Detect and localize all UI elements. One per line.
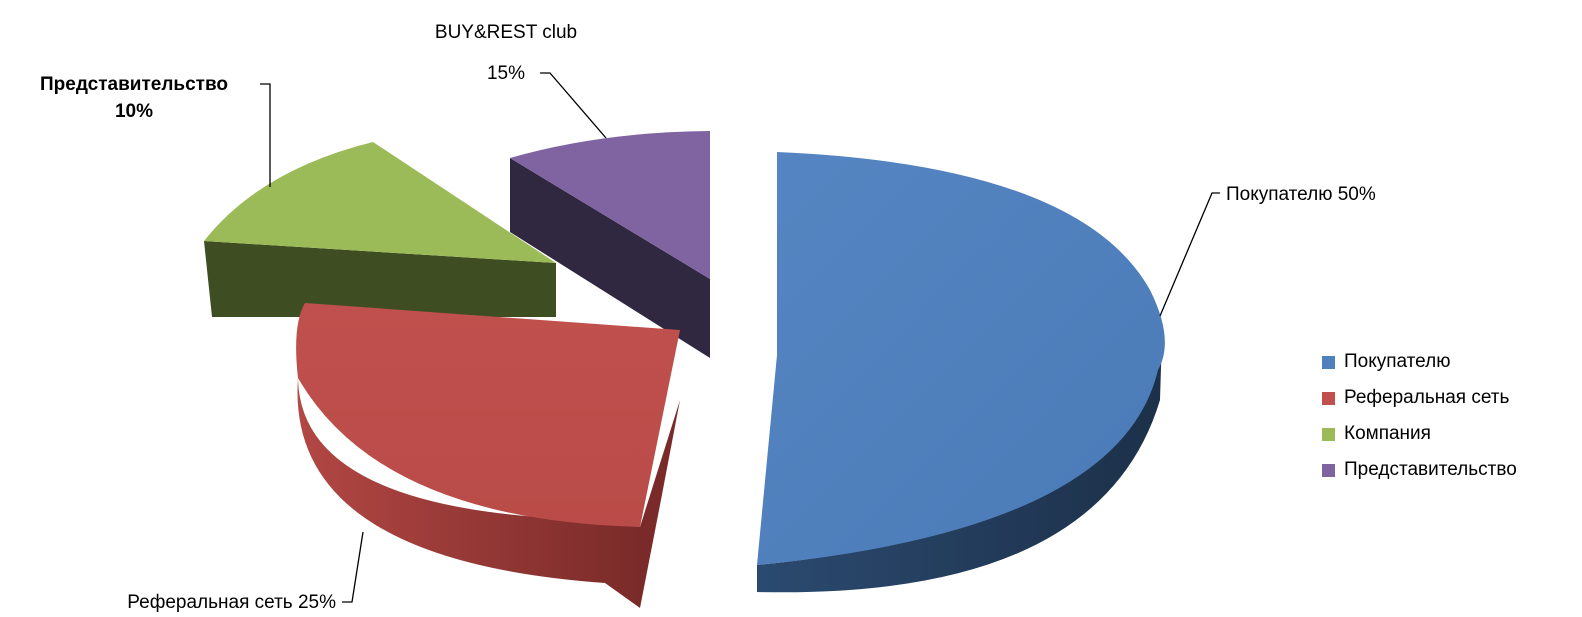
pie-slice-1 [757,152,1165,565]
chart-legend: Покупателю Реферальная сеть Компания Пре… [1322,344,1517,488]
leader-line-4 [540,72,607,139]
data-label-3-line-2: 10% [115,101,153,122]
data-label-4-line-2: 15% [487,63,525,84]
leader-line-1 [1159,192,1220,317]
legend-item: Покупателю [1322,344,1517,380]
legend-item: Представительство [1322,452,1517,488]
pie-slice-3 [204,142,556,263]
legend-swatch [1322,391,1335,405]
legend-swatch [1322,463,1335,477]
slice-side-2b [640,400,680,608]
legend-label: Реферальная сеть [1344,387,1510,408]
legend-label: Представительство [1344,459,1517,480]
leader-line-2 [342,531,364,603]
legend-label: Компания [1344,423,1431,444]
legend-item: Компания [1322,416,1517,452]
legend-label: Покупателю [1344,351,1451,372]
slice-side-2 [297,378,640,608]
pie-slice-4 [510,131,710,279]
legend-swatch [1322,427,1335,441]
legend-item: Реферальная сеть [1322,380,1517,416]
data-label-1: Покупателю 50% [1226,184,1376,205]
slice-side-3 [204,241,556,317]
leader-line-3 [260,83,271,187]
pie-slice-2 [296,303,680,527]
slice-side-4 [510,158,710,358]
data-label-2: Реферальная сеть 25% [127,592,336,613]
legend-swatch [1322,355,1335,369]
data-label-3-line-1: Представительство [40,74,228,95]
slice-side-1 [757,335,1162,593]
data-label-4-line-1: BUY&REST club [435,22,577,43]
